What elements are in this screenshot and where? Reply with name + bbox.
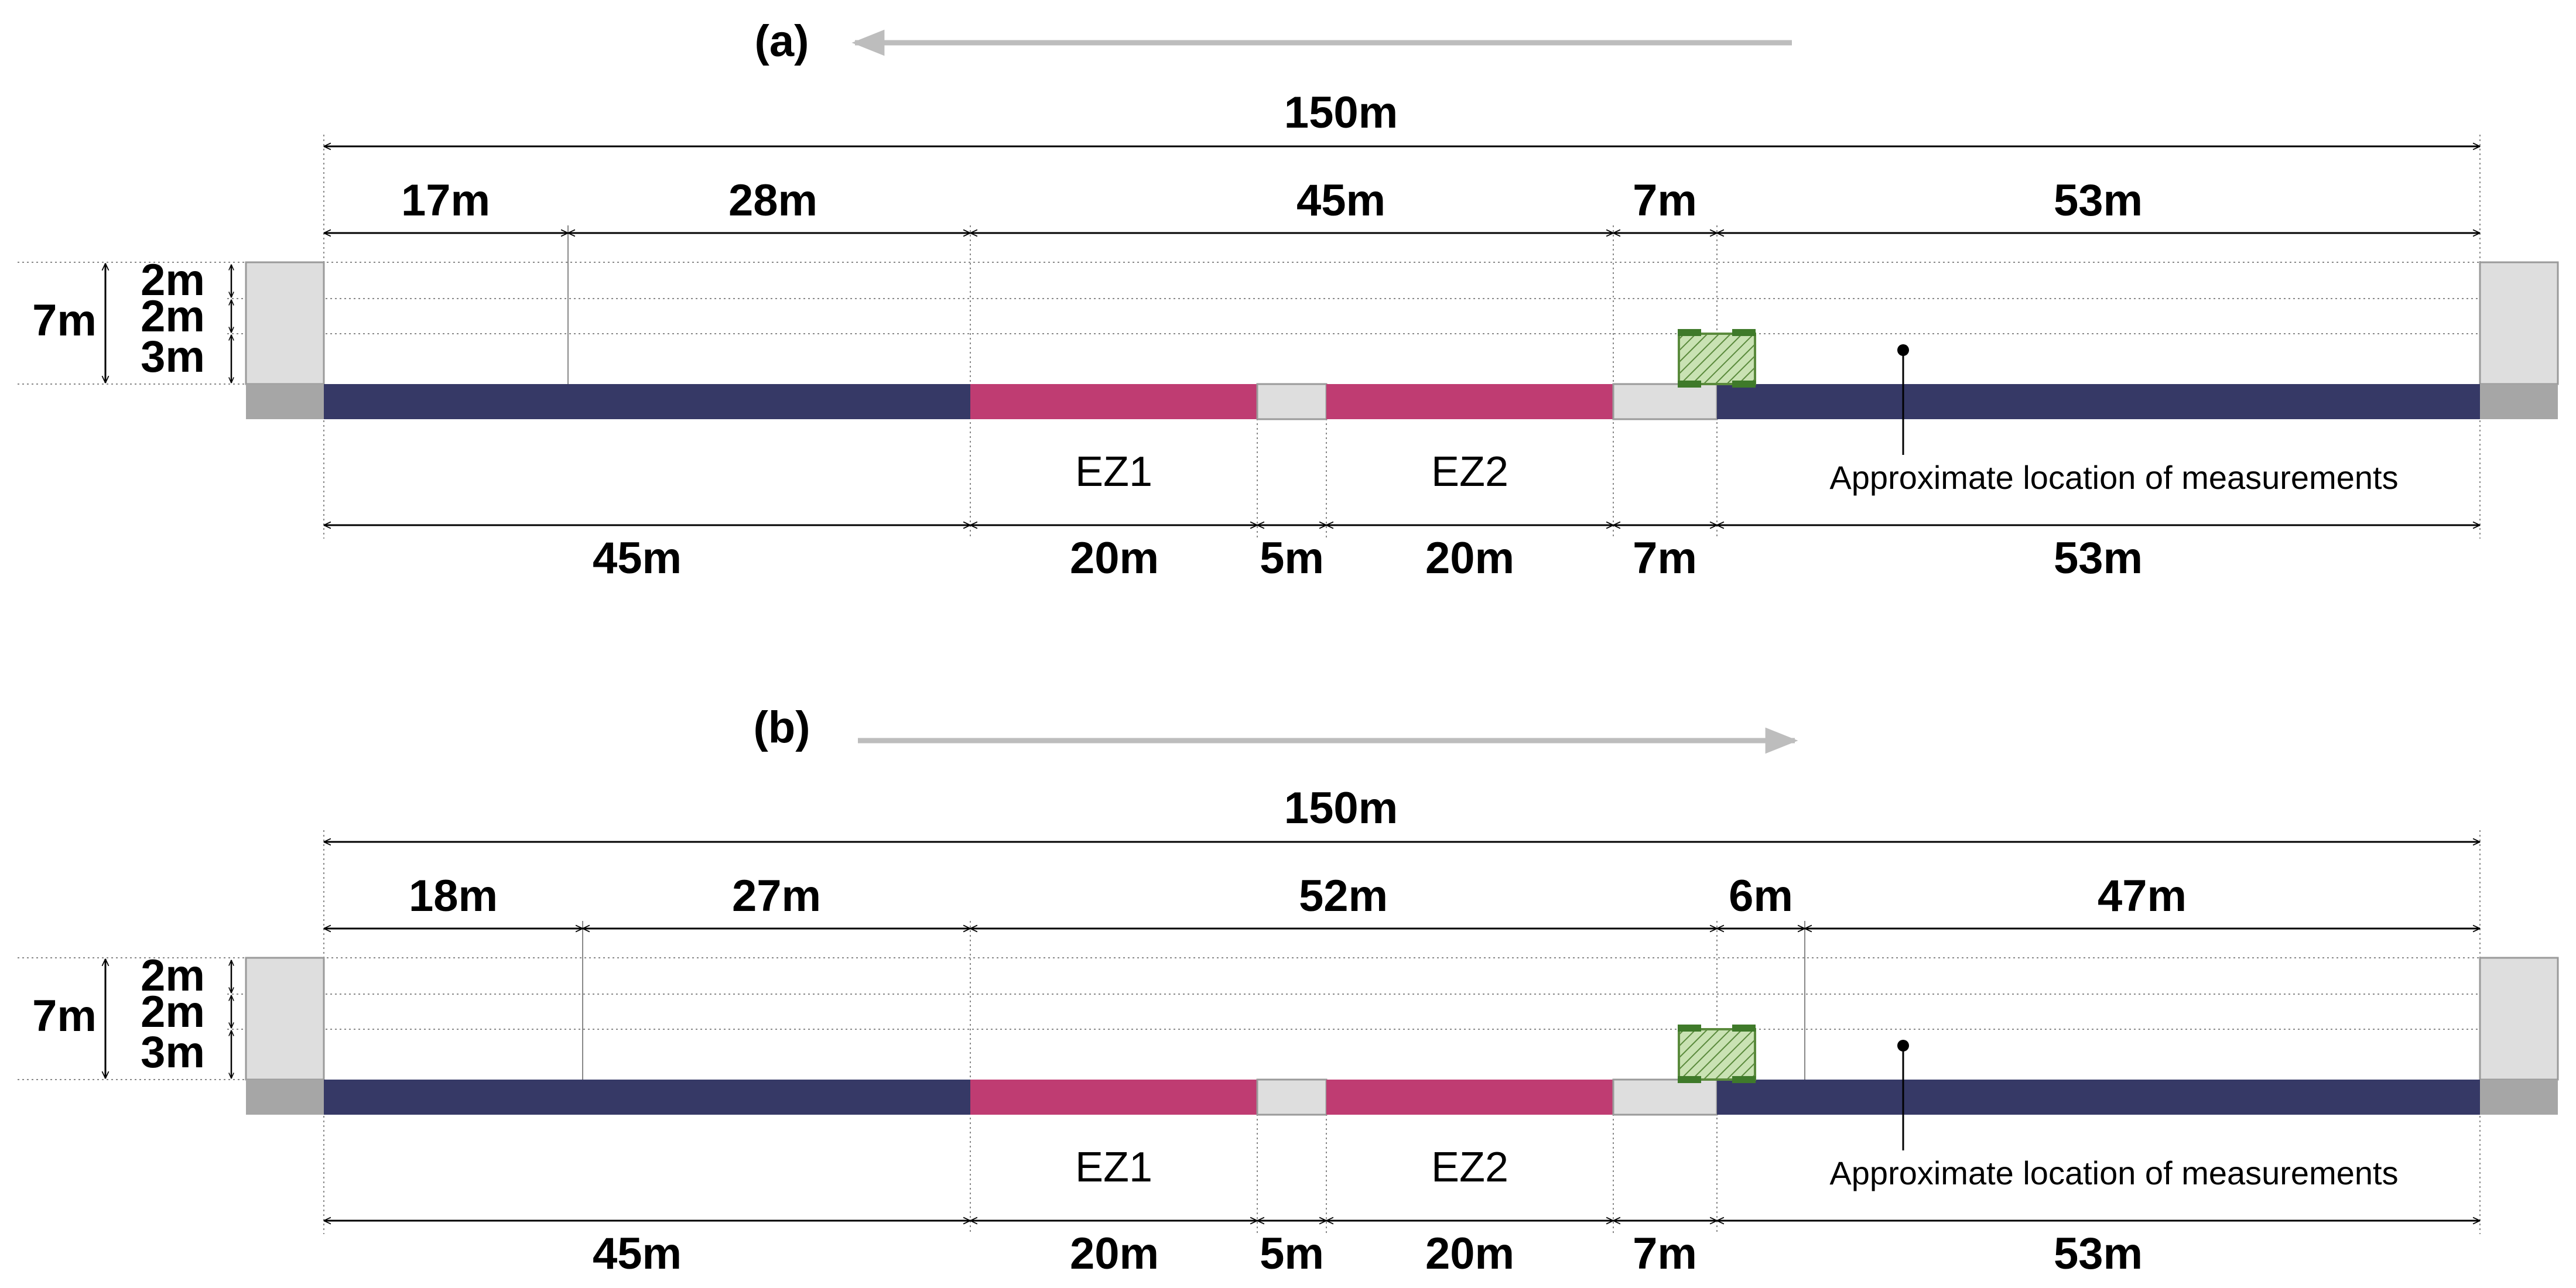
height-dimension-label: 3m bbox=[141, 1027, 205, 1077]
exposure-zone-1 bbox=[970, 384, 1257, 419]
upper-dimension-label: 28m bbox=[728, 176, 817, 225]
left-building bbox=[245, 957, 325, 1081]
upper-dimension-label: 18m bbox=[409, 871, 498, 921]
height-dimension-label: 2m bbox=[141, 292, 205, 341]
upper-dimension-label: 52m bbox=[1299, 871, 1388, 921]
zone-label: EZ2 bbox=[1431, 448, 1508, 495]
road-segment bbox=[1717, 384, 2480, 419]
exposure-zone-2 bbox=[1326, 1080, 1613, 1115]
lower-dimension-label: 53m bbox=[2054, 1229, 2143, 1279]
height-dimension-label: 2m bbox=[141, 951, 205, 1001]
zone-label: EZ2 bbox=[1431, 1144, 1508, 1191]
measurement-note: Approximate location of measurements bbox=[1829, 459, 2398, 496]
height-dimension-label: 2m bbox=[141, 987, 205, 1037]
gap-segment bbox=[1256, 383, 1328, 420]
total-dimension-label: 150m bbox=[1284, 88, 1398, 138]
gap-segment bbox=[1256, 1078, 1328, 1116]
lower-dimension-label: 5m bbox=[1260, 1229, 1324, 1279]
total-dimension-label: 150m bbox=[1284, 783, 1398, 833]
vehicle-icon bbox=[1678, 1025, 1756, 1083]
zone-label: EZ1 bbox=[1075, 448, 1152, 495]
exposure-zone-2 bbox=[1326, 384, 1613, 419]
upper-dimension-label: 7m bbox=[1633, 176, 1697, 225]
lower-dimension-label: 7m bbox=[1633, 533, 1697, 583]
lower-dimension-label: 7m bbox=[1633, 1229, 1697, 1279]
panel-a: (a) bbox=[18, 16, 2559, 583]
panel-label: (b) bbox=[753, 703, 810, 752]
height-total-label: 7m bbox=[32, 991, 97, 1041]
lower-dimension-label: 45m bbox=[593, 1229, 682, 1279]
lower-dimension-label: 20m bbox=[1425, 1229, 1514, 1279]
panel-b: (b) bbox=[18, 703, 2559, 1279]
right-building bbox=[2479, 957, 2559, 1081]
upper-dimension-label: 53m bbox=[2054, 176, 2143, 225]
upper-dimension-label: 27m bbox=[732, 871, 821, 921]
lower-dimension-label: 20m bbox=[1070, 533, 1159, 583]
upper-dimension-label: 17m bbox=[401, 176, 490, 225]
measurement-note: Approximate location of measurements bbox=[1829, 1155, 2398, 1191]
ground-end-right bbox=[2480, 1080, 2558, 1115]
left-building bbox=[245, 261, 325, 385]
gap-segment bbox=[1612, 383, 1718, 420]
height-total-label: 7m bbox=[32, 296, 97, 345]
road-segment bbox=[324, 384, 970, 419]
exposure-zone-1 bbox=[970, 1080, 1257, 1115]
right-building bbox=[2479, 261, 2559, 385]
vehicle-icon bbox=[1678, 329, 1756, 388]
ground-end-left bbox=[246, 384, 324, 419]
lower-dimension-label: 20m bbox=[1070, 1229, 1159, 1279]
lower-dimension-label: 53m bbox=[2054, 533, 2143, 583]
upper-dimension-label: 45m bbox=[1296, 176, 1386, 225]
lower-dimension-label: 20m bbox=[1425, 533, 1514, 583]
zone-label: EZ1 bbox=[1075, 1144, 1152, 1191]
ground-end-right bbox=[2480, 384, 2558, 419]
lower-dimension-label: 45m bbox=[593, 533, 682, 583]
upper-dimension-label: 47m bbox=[2098, 871, 2187, 921]
height-dimension-label: 3m bbox=[141, 332, 205, 382]
gap-segment bbox=[1612, 1078, 1718, 1116]
ground-end-left bbox=[246, 1080, 324, 1115]
height-dimension-label: 2m bbox=[141, 255, 205, 305]
road-segment bbox=[324, 1080, 970, 1115]
road-segment bbox=[1717, 1080, 2480, 1115]
panel-label: (a) bbox=[755, 16, 809, 66]
lower-dimension-label: 5m bbox=[1260, 533, 1324, 583]
upper-dimension-label: 6m bbox=[1729, 871, 1793, 921]
